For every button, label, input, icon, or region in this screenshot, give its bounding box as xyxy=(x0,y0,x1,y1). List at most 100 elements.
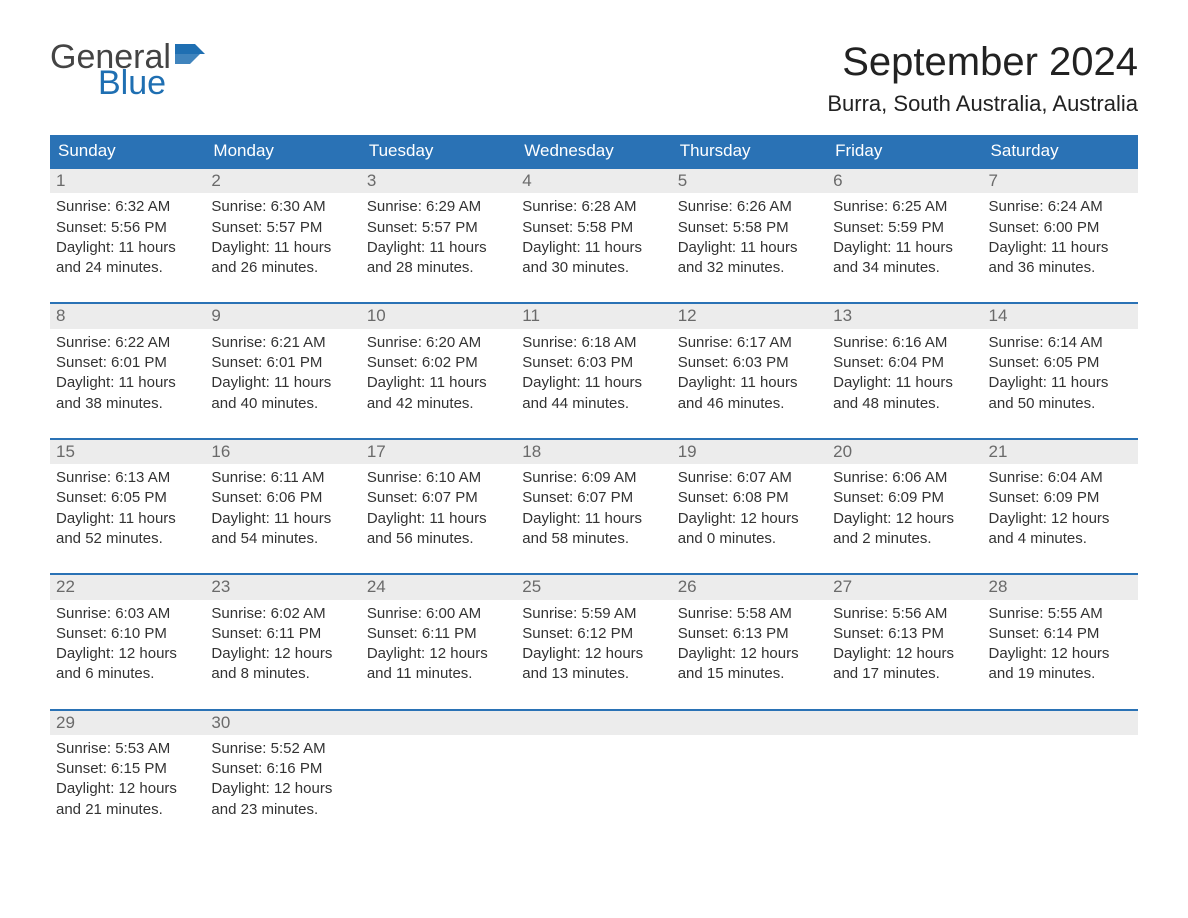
day-number: 23 xyxy=(205,575,360,599)
day-sunset: Sunset: 6:02 PM xyxy=(367,353,510,373)
day-daylight2: and 4 minutes. xyxy=(989,529,1132,549)
day-daylight1: Daylight: 12 hours xyxy=(989,509,1132,529)
day-sunset: Sunset: 5:57 PM xyxy=(367,218,510,238)
day-sunrise: Sunrise: 6:30 AM xyxy=(211,197,354,217)
calendar-cell: 6Sunrise: 6:25 AMSunset: 5:59 PMDaylight… xyxy=(827,169,982,286)
day-header-row: SundayMondayTuesdayWednesdayThursdayFrid… xyxy=(50,135,1138,167)
day-sunrise: Sunrise: 6:29 AM xyxy=(367,197,510,217)
day-body: Sunrise: 6:11 AMSunset: 6:06 PMDaylight:… xyxy=(205,464,360,557)
day-sunrise: Sunrise: 6:06 AM xyxy=(833,468,976,488)
day-daylight1: Daylight: 12 hours xyxy=(678,644,821,664)
day-number: 30 xyxy=(205,711,360,735)
calendar-cell: 1Sunrise: 6:32 AMSunset: 5:56 PMDaylight… xyxy=(50,169,205,286)
day-sunset: Sunset: 6:15 PM xyxy=(56,759,199,779)
calendar-cell: 21Sunrise: 6:04 AMSunset: 6:09 PMDayligh… xyxy=(983,440,1138,557)
day-sunset: Sunset: 6:11 PM xyxy=(367,624,510,644)
day-sunset: Sunset: 5:58 PM xyxy=(522,218,665,238)
day-sunrise: Sunrise: 6:18 AM xyxy=(522,333,665,353)
day-daylight2: and 30 minutes. xyxy=(522,258,665,278)
day-sunset: Sunset: 6:13 PM xyxy=(678,624,821,644)
day-number: 19 xyxy=(672,440,827,464)
day-daylight1: Daylight: 12 hours xyxy=(522,644,665,664)
day-body: Sunrise: 6:17 AMSunset: 6:03 PMDaylight:… xyxy=(672,329,827,422)
day-body: Sunrise: 6:03 AMSunset: 6:10 PMDaylight:… xyxy=(50,600,205,693)
day-daylight1: Daylight: 12 hours xyxy=(989,644,1132,664)
day-number: 12 xyxy=(672,304,827,328)
day-header: Saturday xyxy=(983,135,1138,167)
day-sunrise: Sunrise: 5:55 AM xyxy=(989,604,1132,624)
week-row: 15Sunrise: 6:13 AMSunset: 6:05 PMDayligh… xyxy=(50,438,1138,557)
day-body: Sunrise: 6:21 AMSunset: 6:01 PMDaylight:… xyxy=(205,329,360,422)
calendar-cell xyxy=(361,711,516,828)
day-body: Sunrise: 6:16 AMSunset: 6:04 PMDaylight:… xyxy=(827,329,982,422)
header: General Blue September 2024 Burra, South… xyxy=(50,40,1138,117)
day-daylight2: and 32 minutes. xyxy=(678,258,821,278)
day-daylight2: and 38 minutes. xyxy=(56,394,199,414)
calendar-cell: 18Sunrise: 6:09 AMSunset: 6:07 PMDayligh… xyxy=(516,440,671,557)
day-body: Sunrise: 6:25 AMSunset: 5:59 PMDaylight:… xyxy=(827,193,982,286)
calendar-cell: 17Sunrise: 6:10 AMSunset: 6:07 PMDayligh… xyxy=(361,440,516,557)
day-sunrise: Sunrise: 5:59 AM xyxy=(522,604,665,624)
day-daylight2: and 8 minutes. xyxy=(211,664,354,684)
day-sunrise: Sunrise: 6:14 AM xyxy=(989,333,1132,353)
day-number: 3 xyxy=(361,169,516,193)
day-body: Sunrise: 6:06 AMSunset: 6:09 PMDaylight:… xyxy=(827,464,982,557)
day-body: Sunrise: 6:18 AMSunset: 6:03 PMDaylight:… xyxy=(516,329,671,422)
day-body: Sunrise: 6:22 AMSunset: 6:01 PMDaylight:… xyxy=(50,329,205,422)
day-body: Sunrise: 6:04 AMSunset: 6:09 PMDaylight:… xyxy=(983,464,1138,557)
day-daylight1: Daylight: 12 hours xyxy=(833,509,976,529)
day-body: Sunrise: 6:00 AMSunset: 6:11 PMDaylight:… xyxy=(361,600,516,693)
day-header: Wednesday xyxy=(516,135,671,167)
day-number: 17 xyxy=(361,440,516,464)
calendar-cell: 14Sunrise: 6:14 AMSunset: 6:05 PMDayligh… xyxy=(983,304,1138,421)
day-daylight1: Daylight: 12 hours xyxy=(56,779,199,799)
day-daylight2: and 13 minutes. xyxy=(522,664,665,684)
day-sunset: Sunset: 5:56 PM xyxy=(56,218,199,238)
day-sunset: Sunset: 6:11 PM xyxy=(211,624,354,644)
day-number: 27 xyxy=(827,575,982,599)
day-body: Sunrise: 6:09 AMSunset: 6:07 PMDaylight:… xyxy=(516,464,671,557)
calendar-cell: 3Sunrise: 6:29 AMSunset: 5:57 PMDaylight… xyxy=(361,169,516,286)
day-sunrise: Sunrise: 6:28 AM xyxy=(522,197,665,217)
day-sunset: Sunset: 6:03 PM xyxy=(522,353,665,373)
calendar-cell: 2Sunrise: 6:30 AMSunset: 5:57 PMDaylight… xyxy=(205,169,360,286)
day-body: Sunrise: 6:26 AMSunset: 5:58 PMDaylight:… xyxy=(672,193,827,286)
calendar-cell: 25Sunrise: 5:59 AMSunset: 6:12 PMDayligh… xyxy=(516,575,671,692)
calendar-cell: 7Sunrise: 6:24 AMSunset: 6:00 PMDaylight… xyxy=(983,169,1138,286)
day-body: Sunrise: 6:32 AMSunset: 5:56 PMDaylight:… xyxy=(50,193,205,286)
day-sunset: Sunset: 6:01 PM xyxy=(211,353,354,373)
day-sunrise: Sunrise: 5:53 AM xyxy=(56,739,199,759)
day-body: Sunrise: 6:13 AMSunset: 6:05 PMDaylight:… xyxy=(50,464,205,557)
day-number: 14 xyxy=(983,304,1138,328)
day-daylight1: Daylight: 11 hours xyxy=(211,373,354,393)
day-number xyxy=(672,711,827,735)
day-body: Sunrise: 6:28 AMSunset: 5:58 PMDaylight:… xyxy=(516,193,671,286)
day-daylight1: Daylight: 11 hours xyxy=(678,373,821,393)
day-number: 2 xyxy=(205,169,360,193)
day-header: Sunday xyxy=(50,135,205,167)
calendar-cell: 29Sunrise: 5:53 AMSunset: 6:15 PMDayligh… xyxy=(50,711,205,828)
logo-word2: Blue xyxy=(98,66,166,100)
calendar-cell: 13Sunrise: 6:16 AMSunset: 6:04 PMDayligh… xyxy=(827,304,982,421)
day-sunrise: Sunrise: 6:21 AM xyxy=(211,333,354,353)
day-sunset: Sunset: 6:04 PM xyxy=(833,353,976,373)
day-number: 5 xyxy=(672,169,827,193)
day-body: Sunrise: 6:30 AMSunset: 5:57 PMDaylight:… xyxy=(205,193,360,286)
day-sunset: Sunset: 6:06 PM xyxy=(211,488,354,508)
day-header: Monday xyxy=(205,135,360,167)
day-sunset: Sunset: 5:59 PM xyxy=(833,218,976,238)
day-daylight2: and 34 minutes. xyxy=(833,258,976,278)
calendar-cell xyxy=(672,711,827,828)
calendar-cell: 15Sunrise: 6:13 AMSunset: 6:05 PMDayligh… xyxy=(50,440,205,557)
day-daylight2: and 48 minutes. xyxy=(833,394,976,414)
day-body: Sunrise: 6:14 AMSunset: 6:05 PMDaylight:… xyxy=(983,329,1138,422)
calendar-cell xyxy=(983,711,1138,828)
day-daylight1: Daylight: 11 hours xyxy=(367,373,510,393)
week-row: 1Sunrise: 6:32 AMSunset: 5:56 PMDaylight… xyxy=(50,167,1138,286)
calendar-cell: 11Sunrise: 6:18 AMSunset: 6:03 PMDayligh… xyxy=(516,304,671,421)
day-number xyxy=(516,711,671,735)
day-number xyxy=(827,711,982,735)
day-sunset: Sunset: 6:03 PM xyxy=(678,353,821,373)
calendar-cell: 5Sunrise: 6:26 AMSunset: 5:58 PMDaylight… xyxy=(672,169,827,286)
day-number xyxy=(983,711,1138,735)
